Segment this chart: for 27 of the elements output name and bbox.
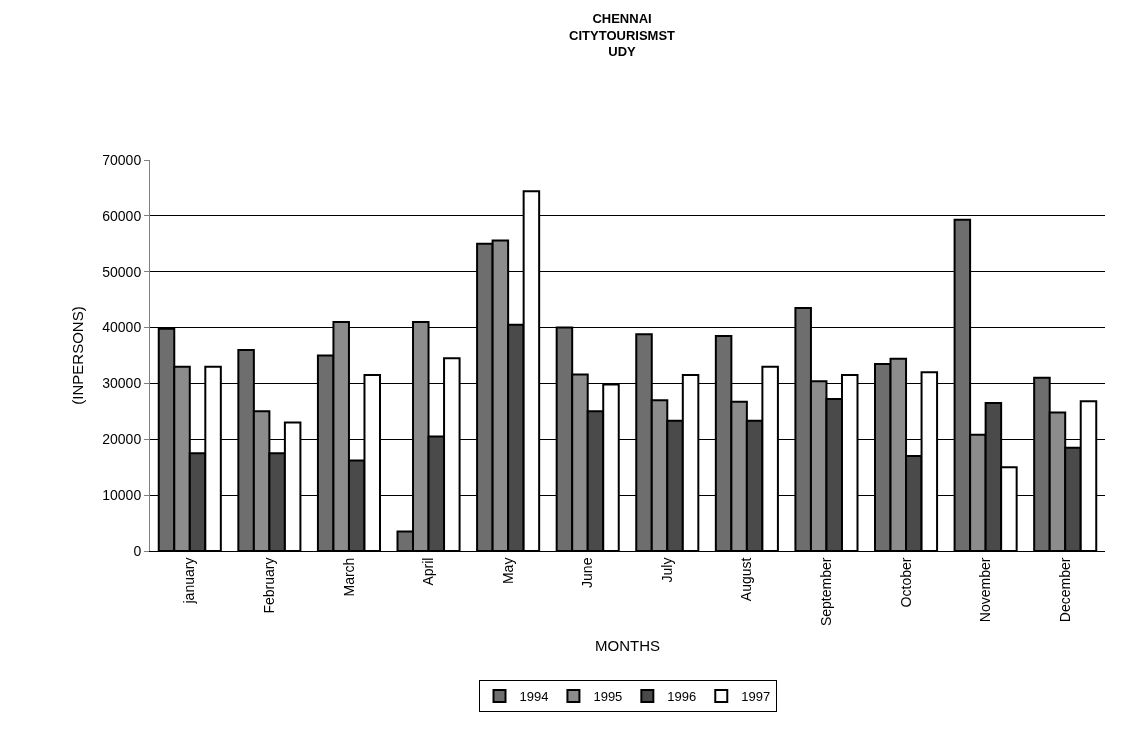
y-tick-label: 40000 bbox=[102, 319, 142, 336]
y-tick-label: 70000 bbox=[102, 151, 142, 168]
x-axis-title: MONTHS bbox=[595, 637, 660, 655]
legend-label: 1997 bbox=[741, 689, 771, 705]
y-tick-label: 10000 bbox=[102, 487, 142, 504]
y-tick-label: 30000 bbox=[102, 375, 142, 392]
y-tick-label: 20000 bbox=[102, 431, 142, 448]
x-tick-label: July bbox=[658, 557, 675, 583]
y-axis-title: (INPERSONS) bbox=[68, 306, 86, 405]
chart-title: CHENNAI CITYTOURISMST UDY bbox=[569, 10, 676, 60]
x-tick-label: May bbox=[499, 557, 516, 585]
x-tick-label: March bbox=[340, 557, 357, 597]
legend-label: 1994 bbox=[519, 689, 549, 705]
x-tick-label: November bbox=[977, 557, 994, 623]
y-tick-label: 60000 bbox=[102, 207, 142, 224]
x-tick-label: April bbox=[420, 557, 437, 586]
y-tick-label: 50000 bbox=[102, 263, 142, 280]
legend-label: 1996 bbox=[667, 689, 697, 705]
x-tick-label: August bbox=[738, 557, 755, 602]
x-tick-label: September bbox=[818, 557, 835, 627]
y-tick-label: 0 bbox=[133, 542, 142, 559]
legend-label: 1995 bbox=[593, 689, 623, 705]
x-tick-label: December bbox=[1056, 557, 1073, 623]
x-tick-label: October bbox=[897, 557, 914, 608]
x-tick-label: january bbox=[181, 557, 198, 605]
x-tick-label: February bbox=[260, 557, 277, 614]
x-tick-label: June bbox=[579, 557, 596, 588]
